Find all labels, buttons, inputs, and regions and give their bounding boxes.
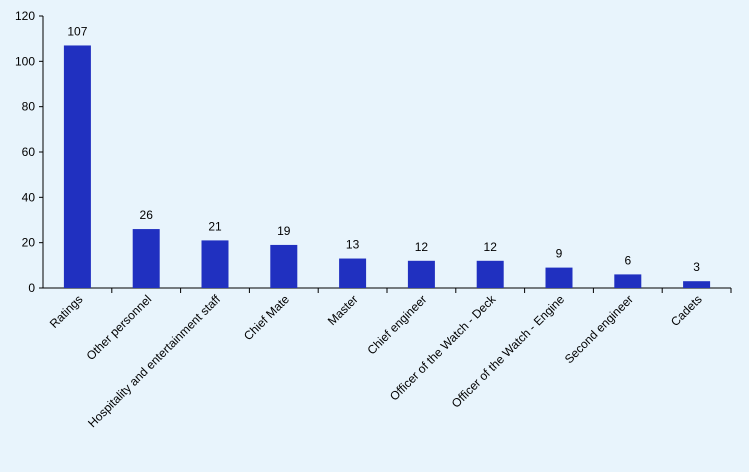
bar: [132, 229, 160, 288]
x-tick-label: Master: [325, 292, 361, 328]
bar: [407, 260, 435, 288]
y-tick-label: 40: [22, 190, 36, 204]
bar: [683, 281, 711, 288]
data-label: 3: [693, 260, 700, 274]
bar: [339, 258, 367, 288]
bar: [476, 260, 504, 288]
x-tick-label: Chief Mate: [241, 292, 292, 343]
y-tick-label: 80: [22, 100, 36, 114]
bar: [201, 240, 229, 288]
data-label: 26: [140, 208, 154, 222]
bar: [270, 244, 298, 288]
data-label: 6: [624, 253, 631, 267]
data-label: 12: [415, 240, 429, 254]
y-axis: 0 20 40 60 80 100 120: [15, 9, 44, 295]
x-tick-label: Ratings: [47, 292, 86, 331]
x-tick-label: Other personnel: [84, 292, 155, 363]
data-label: 19: [277, 224, 291, 238]
bars-group: [63, 45, 711, 288]
x-tick-label: Cadets: [668, 292, 705, 329]
x-axis: [43, 287, 732, 293]
y-tick-label: 100: [15, 54, 35, 68]
y-tick-label: 60: [22, 145, 36, 159]
data-label: 13: [346, 238, 360, 252]
data-label: 9: [556, 247, 563, 261]
y-tick-label: 120: [15, 9, 35, 23]
y-tick-label: 20: [22, 236, 36, 250]
x-tick-label: Chief engineer: [364, 292, 429, 357]
bar: [545, 267, 573, 288]
data-label: 107: [67, 24, 87, 38]
x-tick-label: Hospitality and entertainment staff: [85, 292, 224, 431]
x-tick-label: Officer of the Watch - Engine: [449, 292, 568, 411]
x-tick-label: Second engineer: [562, 292, 636, 366]
data-label: 21: [208, 219, 222, 233]
data-labels-group: 107 26 21 19 13 12 12 9 6 3: [67, 24, 700, 274]
y-tick-label: 0: [28, 281, 35, 295]
data-label: 12: [484, 240, 498, 254]
bar: [63, 45, 91, 288]
bar: [614, 274, 642, 288]
